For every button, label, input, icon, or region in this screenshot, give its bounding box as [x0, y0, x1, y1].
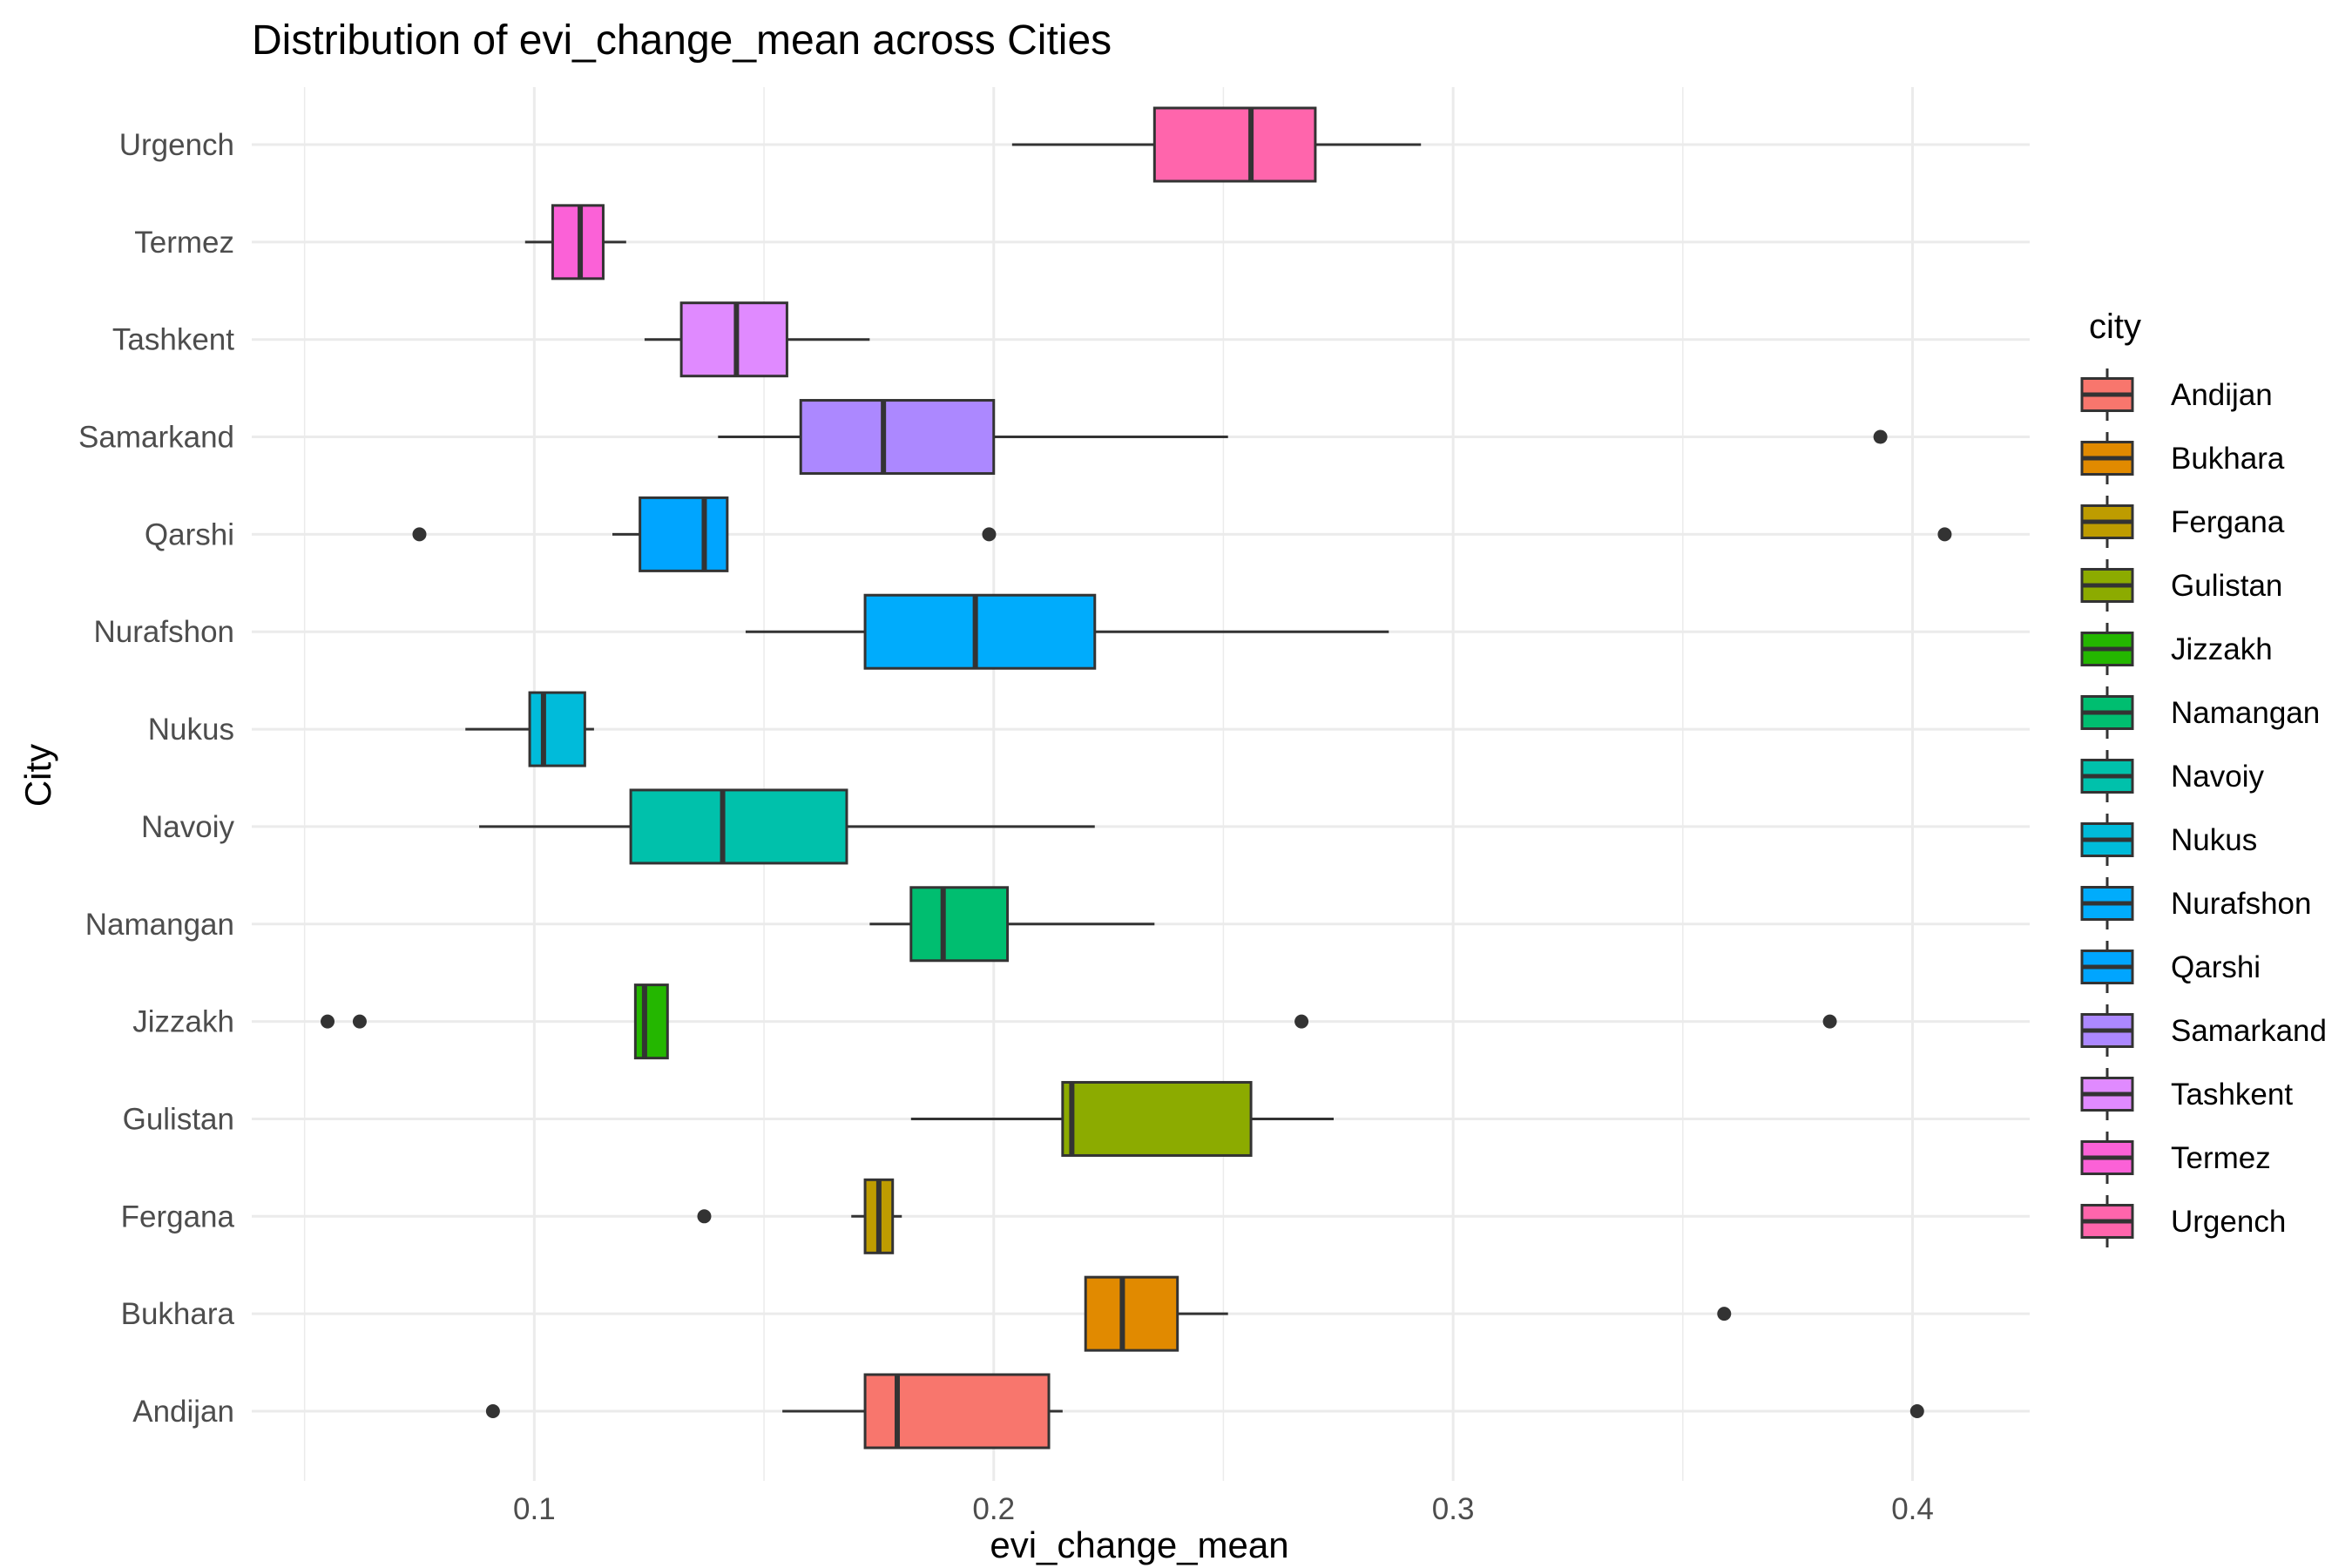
y-tick-label: Nurafshon — [94, 615, 234, 649]
outlier-point — [1717, 1307, 1732, 1321]
iqr-box — [1152, 106, 1317, 183]
legend-item-bukhara: Bukhara — [2080, 432, 2285, 484]
box-andijan — [485, 1373, 1924, 1450]
legend: city Andijan Bukhara Fergana Gulistan Jizzak… — [2080, 308, 2327, 1247]
box-gulistan — [910, 1080, 1335, 1157]
legend-item-nurafshon: Nurafshon — [2080, 877, 2311, 929]
iqr-box — [909, 886, 1010, 963]
legend-item-namangan: Namangan — [2080, 686, 2320, 739]
outlier-point — [1822, 1014, 1837, 1029]
x-tick-label: 0.1 — [513, 1492, 556, 1526]
box-nukus — [465, 691, 594, 767]
legend-label: Bukhara — [2171, 442, 2285, 476]
y-tick-label: Jizzakh — [132, 1005, 234, 1039]
legend-items: Andijan Bukhara Fergana Gulistan Jizzakh Nama… — [2080, 368, 2327, 1247]
legend-label: Tashkent — [2171, 1078, 2293, 1112]
legend-label: Qarshi — [2171, 950, 2261, 984]
legend-label: Termez — [2171, 1141, 2271, 1175]
y-tick-label: Fergana — [121, 1200, 235, 1233]
legend-item-gulistan: Gulistan — [2080, 559, 2282, 612]
x-tick-label: 0.2 — [972, 1492, 1015, 1526]
y-tick-label: Termez — [134, 226, 234, 260]
y-tick-label: Andijan — [132, 1395, 234, 1429]
y-tick-label: Bukhara — [121, 1297, 235, 1331]
tick-layer: Andijan Bukhara Fergana Gulistan Jizzakh Nama… — [78, 128, 1934, 1526]
y-tick-label: Samarkand — [78, 421, 234, 455]
box-layer — [321, 106, 1952, 1450]
box-jizzakh — [321, 983, 1837, 1060]
legend-label: Nurafshon — [2171, 887, 2311, 921]
legend-label: Samarkand — [2171, 1014, 2327, 1048]
iqr-box — [799, 399, 996, 476]
x-tick-label: 0.3 — [1432, 1492, 1475, 1526]
chart-title: Distribution of evi_change_mean across C… — [252, 17, 1112, 64]
outlier-point — [1294, 1014, 1309, 1029]
y-tick-label: Urgench — [119, 128, 234, 162]
y-tick-label: Tashkent — [112, 323, 234, 357]
box-fergana — [697, 1178, 902, 1254]
iqr-box — [863, 1373, 1051, 1450]
legend-item-fergana: Fergana — [2080, 496, 2285, 548]
iqr-box — [528, 691, 586, 767]
outlier-point — [1937, 527, 1952, 542]
legend-item-navoiy: Navoiy — [2080, 750, 2264, 802]
box-termez — [524, 204, 626, 280]
y-tick-label: Qarshi — [145, 517, 234, 551]
iqr-box — [1084, 1275, 1179, 1352]
outlier-point — [982, 527, 997, 542]
x-axis-title: evi_change_mean — [990, 1524, 1288, 1565]
outlier-point — [321, 1014, 335, 1029]
legend-item-andijan: Andijan — [2080, 368, 2273, 421]
legend-item-urgench: Urgench — [2080, 1195, 2286, 1247]
box-namangan — [869, 886, 1155, 963]
legend-item-samarkand: Samarkand — [2080, 1004, 2327, 1057]
y-tick-label: Gulistan — [123, 1102, 234, 1136]
legend-item-qarshi: Qarshi — [2080, 941, 2261, 993]
iqr-box — [863, 593, 1097, 670]
grid-layer — [252, 87, 2030, 1481]
iqr-box — [639, 496, 729, 572]
box-tashkent — [644, 301, 870, 378]
legend-label: Gulistan — [2171, 569, 2282, 603]
iqr-box — [1061, 1080, 1253, 1157]
iqr-box — [629, 788, 848, 865]
box-bukhara — [1084, 1275, 1732, 1352]
legend-item-termez: Termez — [2080, 1132, 2271, 1184]
box-navoiy — [479, 788, 1095, 865]
box-qarshi — [412, 496, 1952, 572]
y-tick-label: Namangan — [85, 908, 234, 942]
legend-label: Namangan — [2171, 696, 2320, 730]
legend-item-tashkent: Tashkent — [2080, 1068, 2293, 1120]
legend-label: Fergana — [2171, 505, 2285, 539]
outlier-point — [412, 527, 427, 542]
legend-item-nukus: Nukus — [2080, 814, 2257, 866]
legend-label: Urgench — [2171, 1205, 2286, 1239]
box-samarkand — [718, 399, 1888, 476]
outlier-point — [485, 1404, 500, 1418]
box-nurafshon — [745, 593, 1389, 670]
x-tick-label: 0.4 — [1891, 1492, 1934, 1526]
outlier-point — [1909, 1404, 1924, 1418]
legend-item-jizzakh: Jizzakh — [2080, 623, 2273, 675]
outlier-point — [352, 1014, 367, 1029]
legend-label: Jizzakh — [2171, 632, 2273, 666]
outlier-point — [1873, 429, 1888, 444]
y-tick-label: Nukus — [148, 713, 234, 747]
legend-title: city — [2089, 308, 2141, 346]
box-urgench — [1011, 106, 1422, 183]
legend-label: Nukus — [2171, 823, 2257, 857]
legend-label: Navoiy — [2171, 760, 2264, 794]
outlier-point — [697, 1209, 712, 1224]
iqr-box — [633, 983, 669, 1060]
legend-label: Andijan — [2171, 378, 2273, 412]
y-tick-label: Navoiy — [141, 810, 234, 844]
y-axis-title: City — [17, 744, 58, 807]
